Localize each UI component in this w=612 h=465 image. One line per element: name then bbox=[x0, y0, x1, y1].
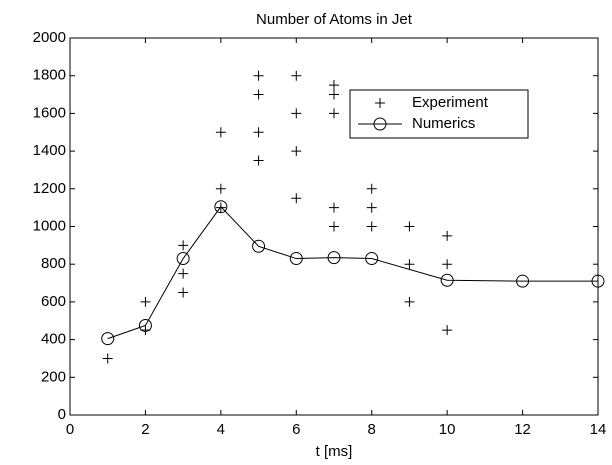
data-point bbox=[442, 230, 453, 241]
data-point bbox=[253, 155, 264, 166]
x-axis-label: t [ms] bbox=[316, 443, 353, 460]
data-point bbox=[178, 268, 189, 279]
data-point bbox=[440, 273, 454, 287]
data-point bbox=[289, 252, 303, 266]
data-point bbox=[291, 193, 302, 204]
data-point bbox=[253, 70, 264, 81]
x-tick-label: 6 bbox=[292, 421, 300, 438]
y-tick-label: 2000 bbox=[33, 29, 66, 46]
series-line bbox=[107, 205, 598, 340]
data-point bbox=[140, 296, 151, 307]
data-point bbox=[366, 202, 377, 213]
data-point bbox=[327, 251, 341, 265]
y-tick-label: 1000 bbox=[33, 217, 66, 234]
data-point bbox=[178, 287, 189, 298]
legend-marker bbox=[375, 98, 385, 108]
data-point bbox=[215, 127, 226, 138]
data-point bbox=[366, 221, 377, 232]
data-point bbox=[329, 108, 339, 119]
data-point bbox=[176, 252, 190, 266]
y-tick-label: 1800 bbox=[33, 67, 66, 84]
y-tick-label: 600 bbox=[41, 293, 66, 310]
y-tick-label: 1400 bbox=[33, 142, 66, 159]
y-tick-label: 1600 bbox=[33, 104, 66, 121]
x-tick-label: 2 bbox=[141, 421, 149, 438]
data-point bbox=[365, 252, 379, 266]
data-point bbox=[291, 108, 302, 119]
data-point bbox=[404, 259, 415, 270]
data-point bbox=[404, 296, 415, 307]
data-point bbox=[252, 239, 266, 253]
x-tick-label: 10 bbox=[439, 421, 456, 438]
legend-label: Numerics bbox=[412, 115, 475, 132]
data-point bbox=[516, 274, 530, 288]
data-point bbox=[101, 332, 115, 346]
x-tick-label: 14 bbox=[590, 421, 607, 438]
legend-label: Experiment bbox=[412, 94, 489, 111]
x-tick-label: 8 bbox=[368, 421, 376, 438]
data-point bbox=[329, 202, 339, 213]
data-point bbox=[442, 259, 453, 270]
data-point bbox=[591, 274, 605, 288]
data-point bbox=[178, 240, 189, 251]
x-tick-label: 4 bbox=[217, 421, 225, 438]
data-point bbox=[253, 89, 264, 100]
data-point bbox=[253, 127, 264, 138]
data-point bbox=[329, 221, 339, 232]
data-point bbox=[291, 146, 302, 157]
data-point bbox=[138, 318, 152, 332]
data-point bbox=[329, 89, 339, 100]
data-point bbox=[404, 221, 415, 232]
data-point bbox=[291, 70, 302, 81]
y-tick-label: 400 bbox=[41, 331, 66, 348]
data-point bbox=[215, 202, 226, 213]
y-tick-label: 1200 bbox=[33, 180, 66, 197]
data-point bbox=[329, 80, 339, 91]
data-point bbox=[102, 353, 113, 364]
chart-title: Number of Atoms in Jet bbox=[256, 11, 413, 28]
x-tick-label: 12 bbox=[514, 421, 531, 438]
data-point bbox=[215, 183, 226, 194]
data-point bbox=[366, 183, 377, 194]
data-point bbox=[214, 200, 228, 214]
legend-marker bbox=[373, 117, 387, 131]
data-point bbox=[442, 325, 453, 336]
y-tick-label: 800 bbox=[41, 255, 66, 272]
y-tick-label: 200 bbox=[41, 368, 66, 385]
x-tick-label: 0 bbox=[66, 421, 74, 438]
y-tick-label: 0 bbox=[58, 406, 66, 423]
